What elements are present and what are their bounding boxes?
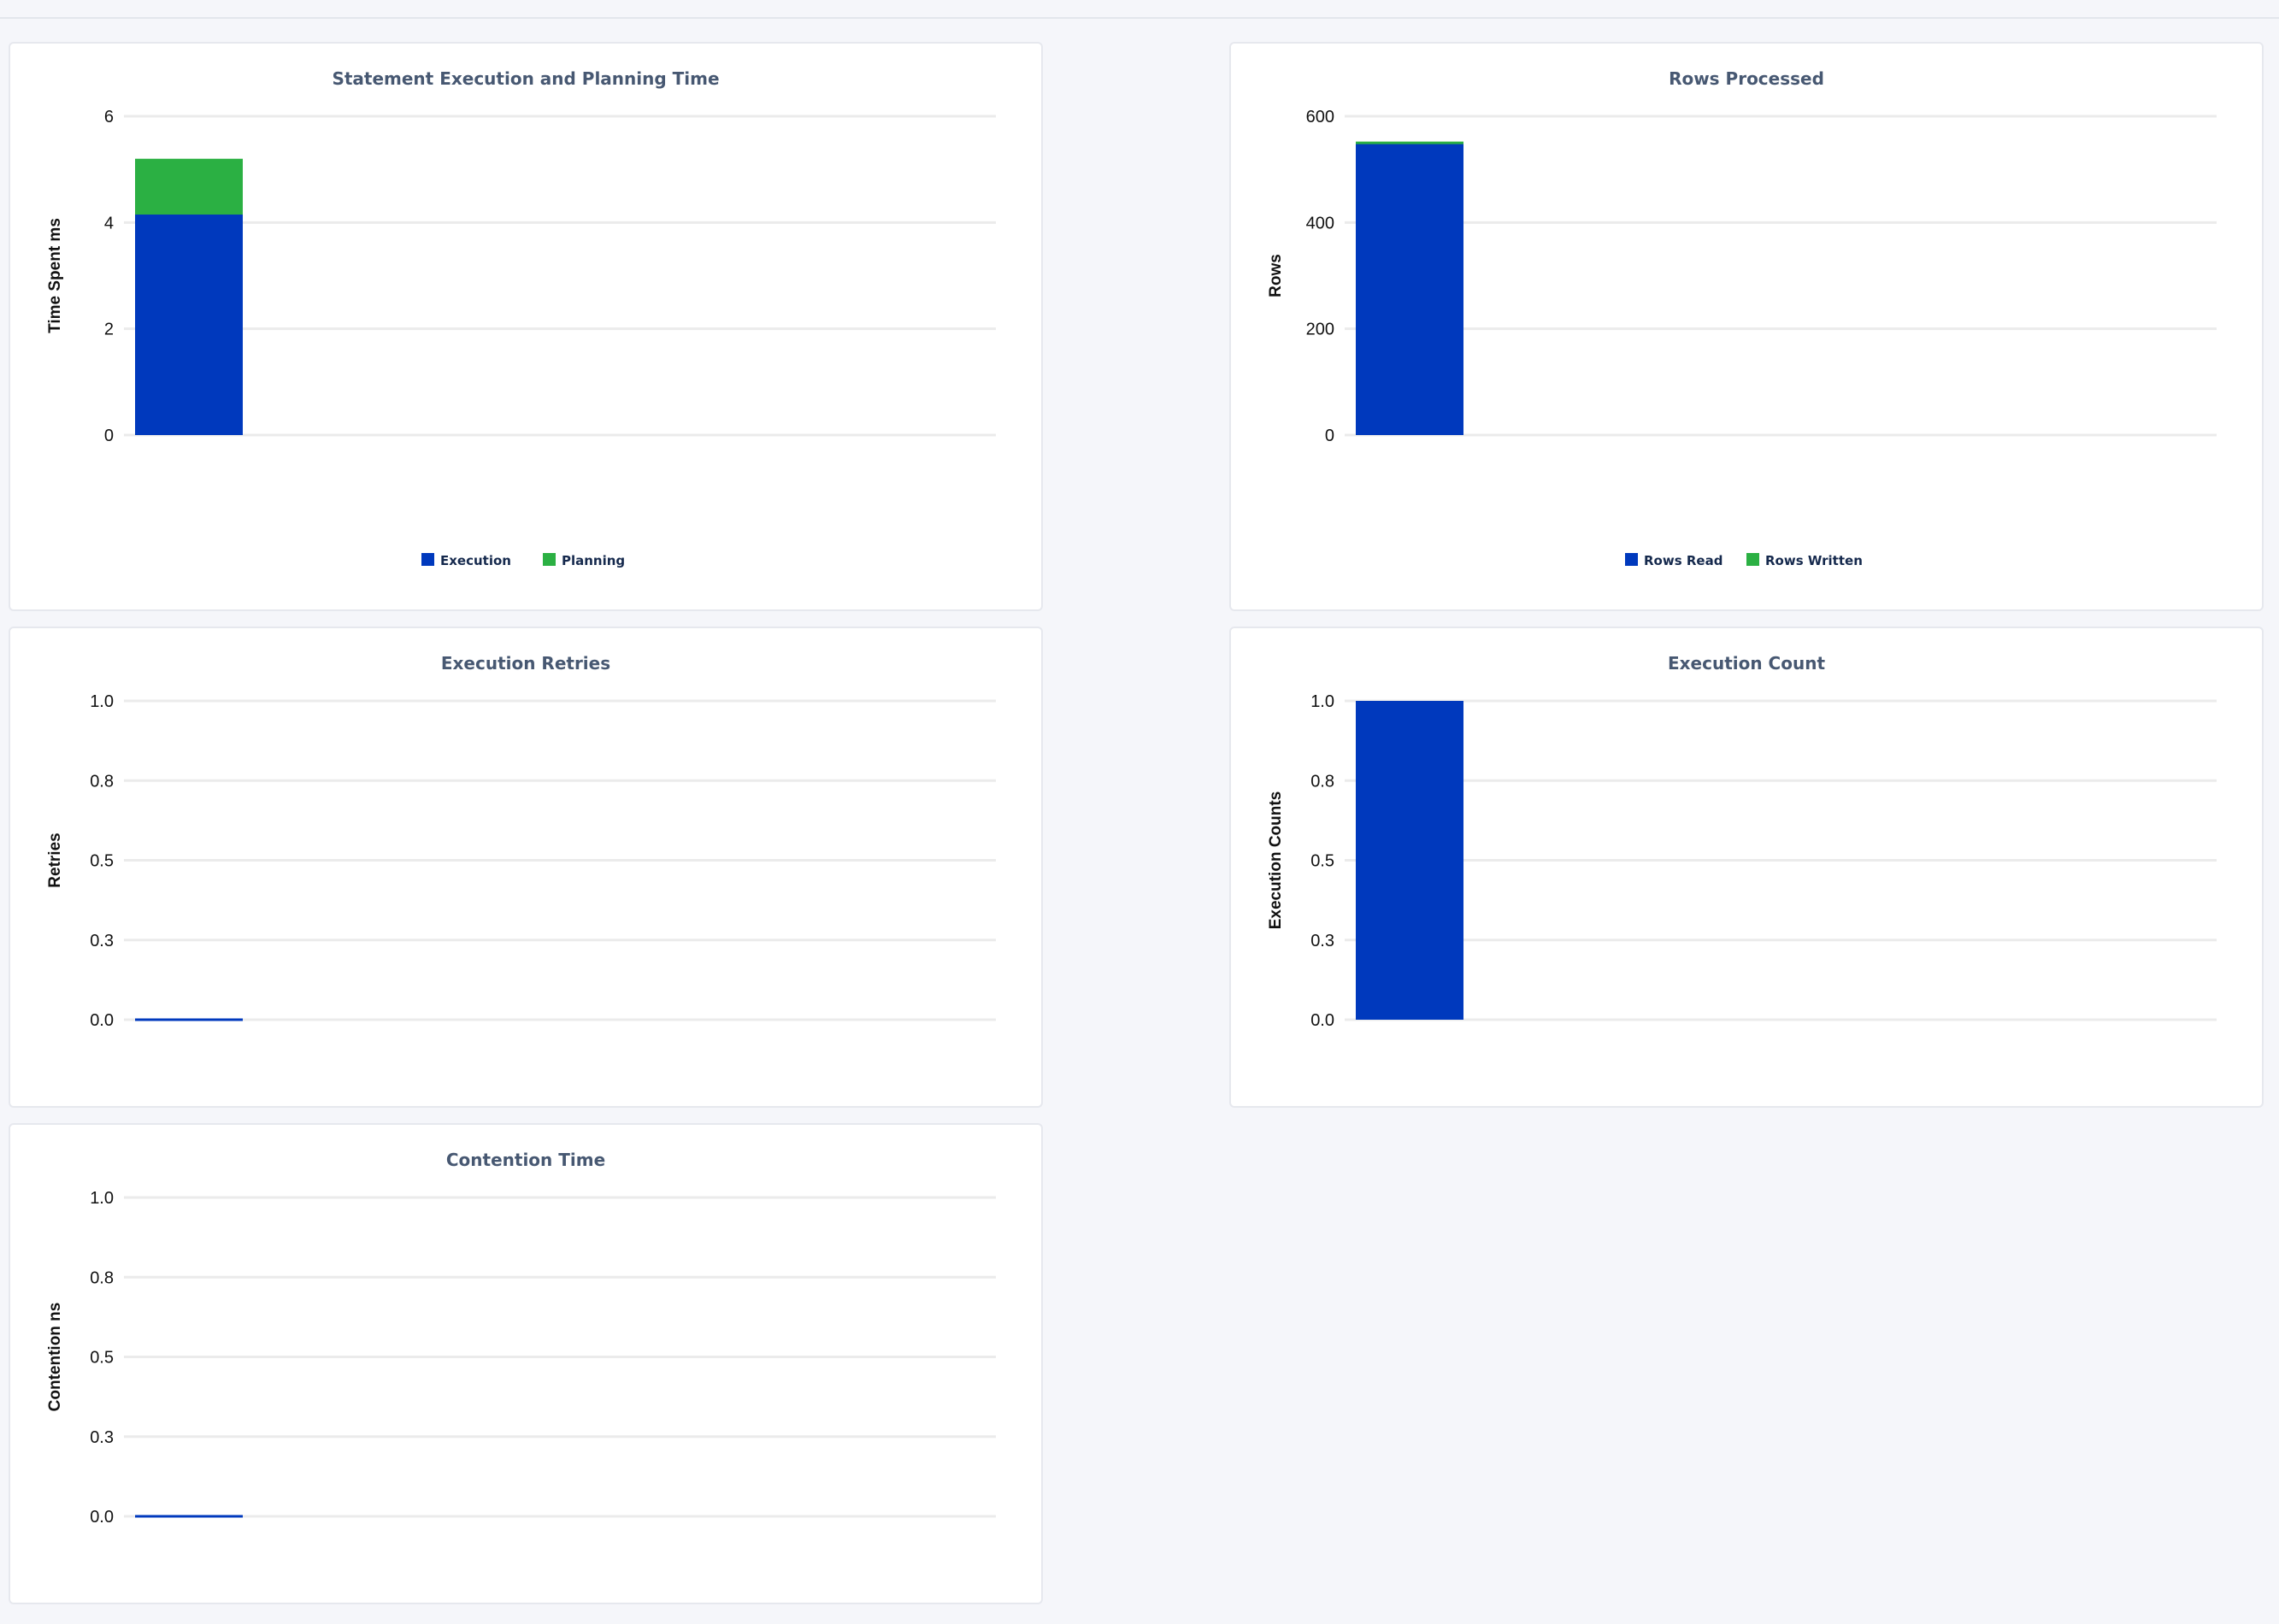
bar-value[interactable] [1356,701,1463,1020]
bar-planning[interactable] [135,158,243,215]
y-tick-label: 200 [1306,321,1334,339]
chart-title: Rows Processed [1669,68,1824,89]
y-axis-label: Rows [1267,254,1285,297]
y-tick-label: 0.0 [90,1508,114,1527]
chart-title: Execution Count [1668,653,1825,674]
y-tick-label: 0.0 [90,1011,114,1030]
y-tick-label: 1.0 [1310,692,1334,711]
y-tick-label: 0 [104,427,114,445]
y-tick-label: 400 [1306,214,1334,232]
legend-swatch [1746,553,1759,566]
chart-card-execution-retries: Execution Retries 0.0 0.3 0.5 0.8 1.0 Retries [9,627,1043,1108]
bar-execution[interactable] [135,215,243,435]
bar-rows-read[interactable] [1356,143,1463,435]
legend-label: Planning [562,553,625,568]
chart-title: Contention Time [446,1150,605,1170]
y-tick-label: 600 [1306,108,1334,127]
y-axis-label: Retries [46,833,64,887]
legend-item[interactable]: Rows Written [1746,553,1863,568]
y-tick-label: 0.3 [90,1428,114,1447]
chart-svg: Rows Processed 0 200 400 600 Rows Rows Read Row… [1267,68,2217,568]
y-axis-label: Contention ns [46,1303,64,1412]
y-tick-label: 1.0 [90,1189,114,1208]
y-tick-label: 0.3 [1310,932,1334,950]
chart-svg: Execution Retries 0.0 0.3 0.5 0.8 1.0 Retries [46,653,996,1030]
chart-svg: Execution Count 0.0 0.3 0.5 0.8 1.0 Execution … [1267,653,2217,1030]
legend-item[interactable]: Rows Read [1625,553,1722,568]
legend-label: Execution [440,553,511,568]
y-tick-label: 1.0 [90,692,114,711]
y-axis-label: Execution Counts [1267,791,1285,930]
y-tick-label: 6 [104,108,114,127]
chart-card-execution-count: Execution Count 0.0 0.3 0.5 0.8 1.0 Execution … [1229,627,2264,1108]
y-tick-label: 0.5 [90,852,114,871]
y-tick-label: 4 [104,214,114,232]
chart-svg: Statement Execution and Planning Time 0 2 4… [46,68,996,568]
chart-card-rows-processed: Rows Processed 0 200 400 600 Rows Rows Read Row… [1229,42,2264,611]
legend-label: Rows Read [1644,553,1722,568]
y-tick-label: 0.3 [90,932,114,950]
chart-card-execution-planning-time: Statement Execution and Planning Time 0 2 4… [9,42,1043,611]
y-axis-label: Time Spent ms [46,218,64,333]
y-tick-label: 0.8 [90,1268,114,1287]
y-tick-label: 0 [1325,427,1334,445]
legend-swatch [1625,553,1638,566]
chart-title: Statement Execution and Planning Time [332,68,719,89]
chart-title: Execution Retries [441,653,610,674]
legend-swatch [543,553,556,566]
legend-label: Rows Written [1765,553,1863,568]
legend-swatch [421,553,434,566]
legend-item[interactable]: Execution [421,553,511,568]
y-tick-label: 0.5 [1310,852,1334,871]
header-divider [0,17,2279,19]
legend-item[interactable]: Planning [543,553,625,568]
y-tick-label: 0.8 [90,772,114,791]
chart-card-contention-time: Contention Time 0.0 0.3 0.5 0.8 1.0 Contention… [9,1123,1043,1604]
y-tick-label: 2 [104,321,114,339]
chart-svg: Contention Time 0.0 0.3 0.5 0.8 1.0 Contention… [46,1150,996,1527]
y-tick-label: 0.0 [1310,1011,1334,1030]
y-tick-label: 0.5 [90,1349,114,1368]
y-tick-label: 0.8 [1310,772,1334,791]
